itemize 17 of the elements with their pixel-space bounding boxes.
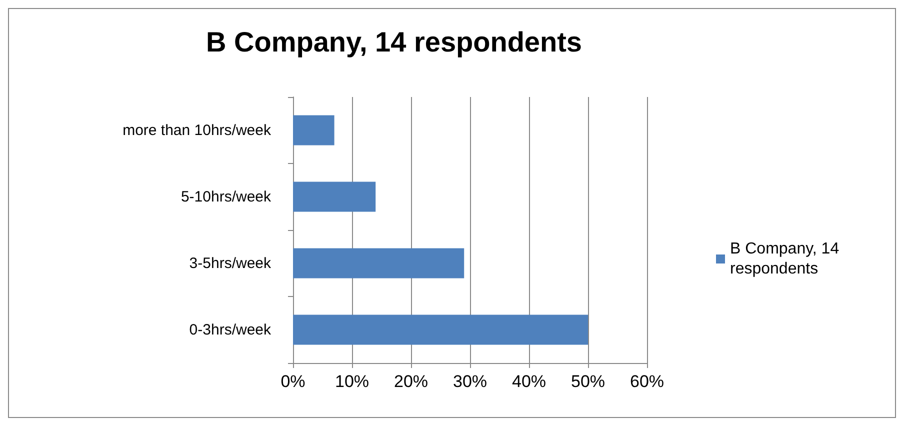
y-tick-label: 0-3hrs/week [189,321,272,338]
chart-title: B Company, 14 respondents [206,26,582,58]
x-tick-label: 40% [512,372,546,391]
y-tick-label: more than 10hrs/week [122,122,272,139]
x-tick-label: 60% [630,372,664,391]
bar [293,314,588,345]
y-tick-label: 5-10hrs/week [180,188,272,206]
bar [293,115,334,146]
x-tick-label: 30% [452,372,488,391]
bar [293,248,464,278]
legend-label: B Company, 14 respondents [730,240,844,278]
bar [293,182,376,212]
x-tick-label: 10% [334,372,370,391]
x-tick-label: 50% [570,372,606,391]
x-tick-label: 0% [280,372,306,391]
y-tick-label: 3-5hrs/week [189,254,272,272]
x-tick-label: 20% [394,372,428,391]
